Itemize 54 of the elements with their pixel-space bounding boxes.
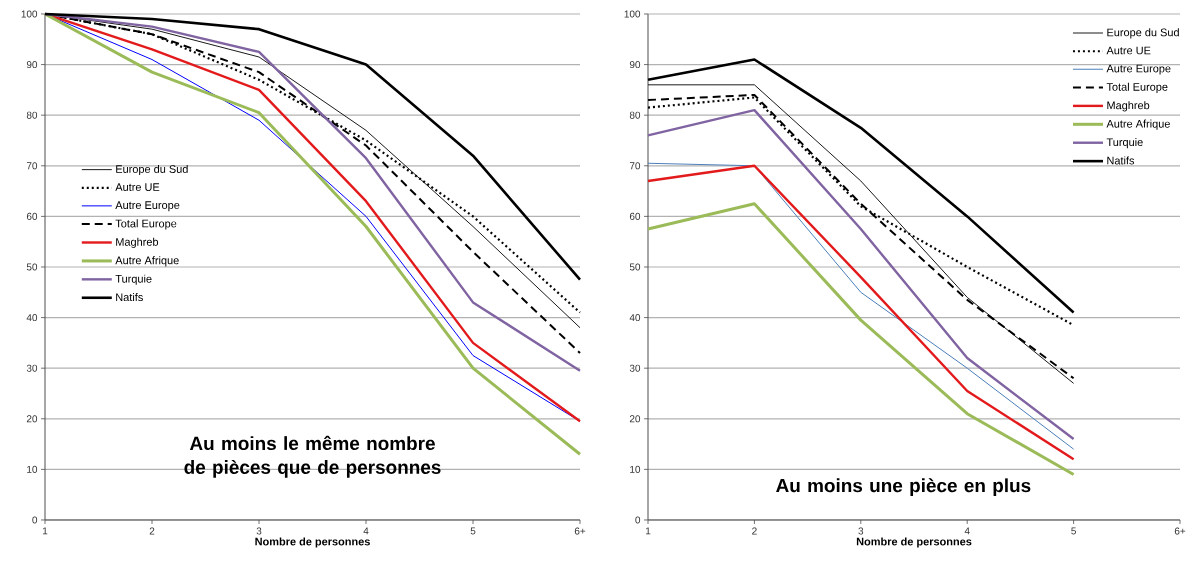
y-tick-label: 90 [26,61,38,69]
y-tick-label: 10 [630,465,641,473]
legend-label: Autre Afrique [115,256,179,267]
legend-label: Natifs [1107,156,1135,165]
legend-label: Autre UE [1106,46,1151,55]
x-tick-label: 6+ [574,527,586,535]
x-tick-label: 6+ [1174,527,1186,535]
y-tick-label: 100 [21,10,38,18]
legend-label: Maghreb [1107,101,1150,112]
x-tick-label: 4 [964,527,970,535]
legend-label: Total Europe [1106,82,1168,93]
legend-label: Natifs [116,293,143,302]
x-tick-label: 1 [646,527,651,535]
y-tick-label: 60 [629,212,641,220]
y-tick-label: 0 [635,516,641,524]
y-tick-label: 50 [629,263,641,271]
y-tick-label: 20 [26,415,38,423]
x-tick-label: 5 [1071,527,1076,535]
legend-label: Autre Europe [1106,64,1171,75]
y-tick-label: 20 [629,415,641,423]
y-tick-label: 100 [624,10,641,18]
y-tick-label: 40 [26,314,38,322]
y-tick-label: 80 [26,111,38,119]
y-tick-label: 50 [26,263,38,271]
x-tick-label: 1 [43,527,48,535]
y-tick-label: 60 [26,212,38,220]
y-tick-label: 0 [32,516,38,524]
legend-label: Autre Europe [115,201,180,212]
legend-label: Turquie [115,274,152,285]
x-axis-title: Nombre de personnes [255,537,370,548]
x-tick-label: 5 [470,527,476,535]
legend-label: Autre Afrique [1106,119,1170,130]
y-tick-label: 40 [629,314,641,322]
legend-label: Autre UE [115,183,160,191]
x-tick-label: 3 [858,527,864,535]
legend-label: Europe du Sud [116,164,188,176]
x-tick-label: 2 [149,527,155,535]
text: Au moins une pièce en plus [776,478,1031,496]
x-axis-title: Nombre de personnes [856,537,972,548]
legend-label: Europe du Sud [1107,28,1179,39]
legend-label: Turquie [1106,138,1143,149]
x-tick-label: 4 [363,527,369,535]
text: Au moins le même nombre de pièces que de personnes [184,435,441,478]
legend-label: Maghreb [116,237,159,248]
legend-label: Total Europe [115,219,177,230]
x-tick-label: 3 [256,527,262,535]
y-tick-label: 30 [26,364,38,372]
y-tick-label: 30 [629,364,641,372]
y-tick-label: 70 [629,162,641,170]
x-tick-label: 2 [752,527,757,535]
y-tick-label: 80 [629,111,641,119]
y-tick-label: 10 [27,465,38,473]
y-tick-label: 70 [26,162,38,170]
y-tick-label: 90 [629,61,641,69]
